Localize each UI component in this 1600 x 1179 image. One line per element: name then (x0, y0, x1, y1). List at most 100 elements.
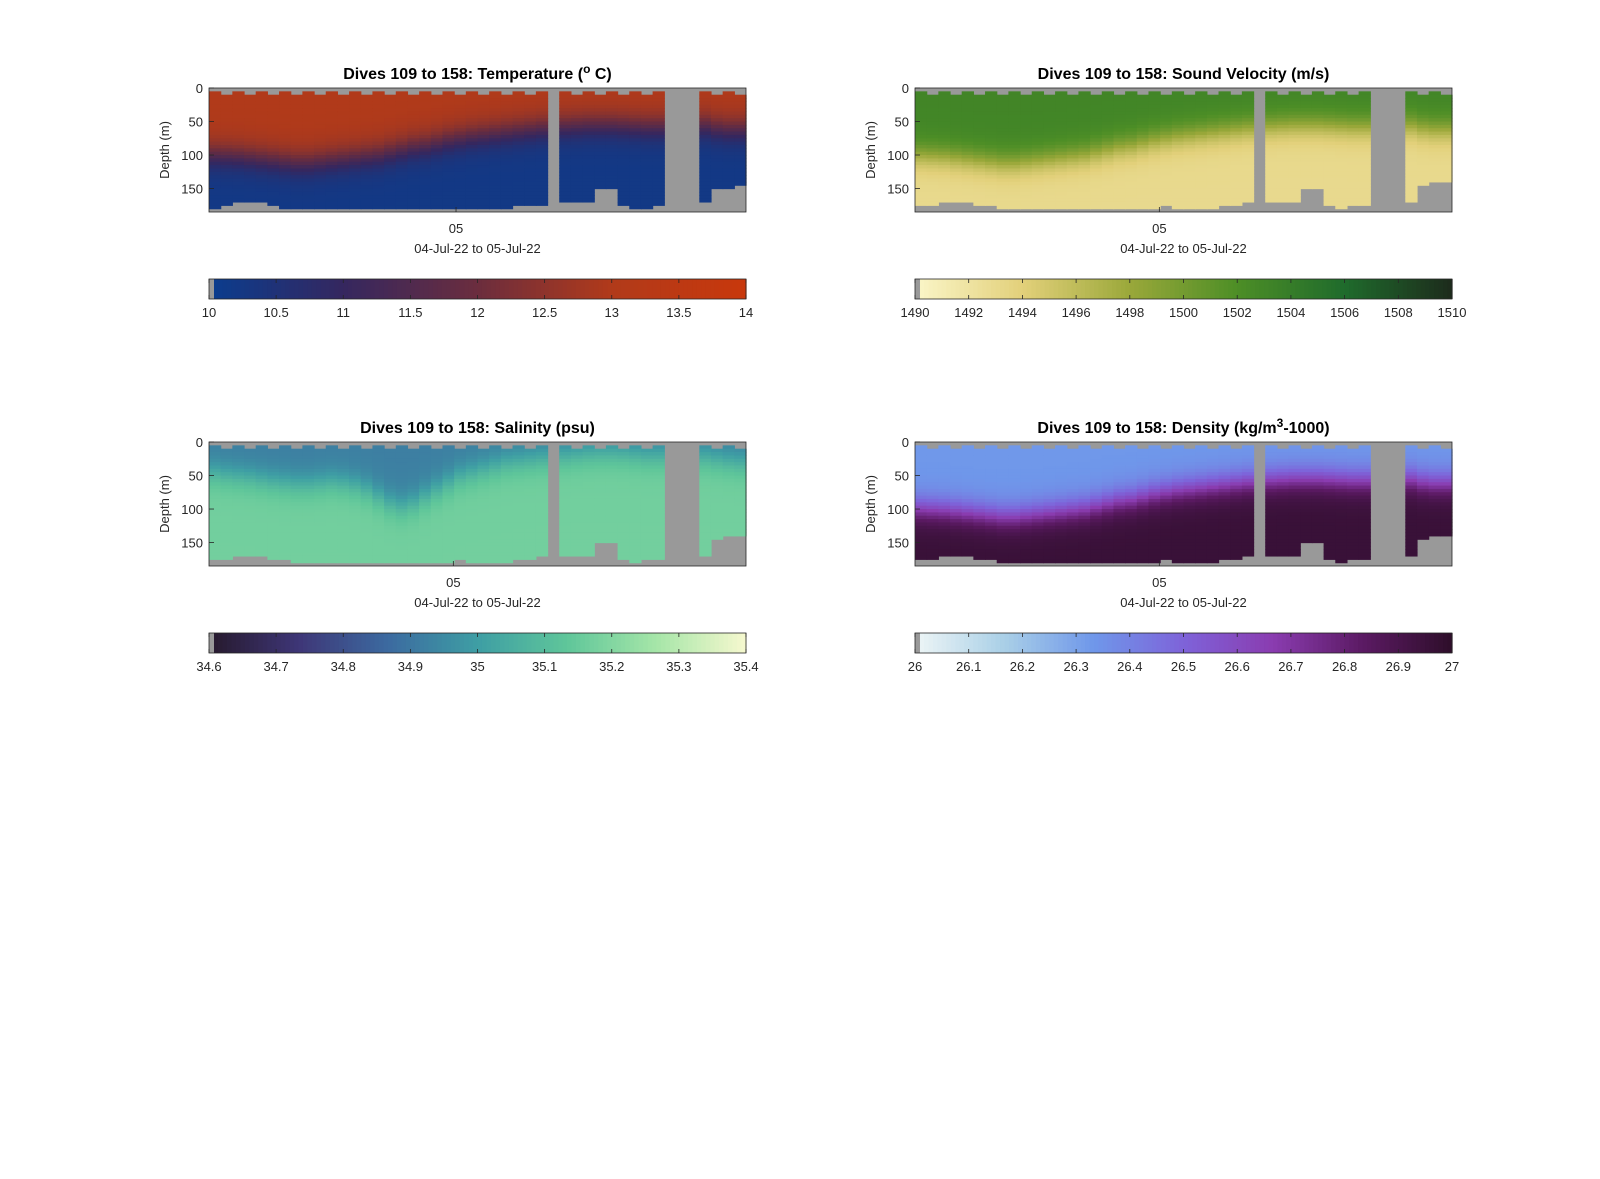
heatmap-cell (372, 468, 385, 473)
heatmap-cell (710, 492, 724, 497)
heatmap-cell (734, 101, 747, 106)
colorbar-segment (289, 279, 295, 299)
heatmap-cell (1346, 198, 1360, 203)
heatmap-cell (314, 505, 327, 510)
heatmap-cell (372, 525, 385, 530)
heatmap-cell (1300, 144, 1313, 149)
heatmap-cell (442, 495, 455, 500)
heatmap-cell (232, 455, 245, 460)
colorbar-segment (977, 279, 983, 299)
heatmap-cell (372, 472, 385, 477)
heatmap-cell (290, 452, 303, 456)
heatmap-cell (535, 141, 549, 146)
heatmap-cell (325, 91, 339, 96)
heatmap-cell (1218, 165, 1231, 170)
heatmap-cell (349, 482, 362, 487)
heatmap-cell (465, 488, 479, 493)
heatmap-cell (524, 539, 537, 544)
heatmap-cell (372, 529, 385, 534)
heatmap-cell (699, 98, 712, 102)
heatmap-cell (489, 515, 502, 520)
heatmap-cell (384, 131, 397, 136)
heatmap-cell (395, 485, 409, 490)
heatmap-cell (1241, 94, 1255, 99)
heatmap-cell (582, 108, 595, 113)
heatmap-cell (926, 171, 939, 176)
heatmap-cell (244, 161, 257, 166)
heatmap-cell (996, 201, 1009, 206)
heatmap-cell (279, 161, 292, 166)
heatmap-cell (1206, 198, 1220, 203)
heatmap-cell (1300, 155, 1313, 159)
heatmap-cell (500, 121, 514, 126)
heatmap-cell (360, 108, 374, 113)
heatmap-cell (1311, 124, 1325, 129)
heatmap-cell (512, 185, 525, 190)
heatmap-cell (938, 131, 951, 136)
heatmap-cell (524, 178, 537, 183)
heatmap-cell (524, 485, 537, 490)
heatmap-cell (1195, 104, 1208, 109)
heatmap-cell (535, 452, 549, 456)
heatmap-cell (314, 144, 327, 149)
heatmap-cell (220, 468, 233, 473)
heatmap-cell (524, 458, 537, 463)
heatmap-cell (267, 175, 280, 180)
heatmap-cell (1416, 161, 1430, 166)
heatmap-cell (1335, 188, 1348, 193)
heatmap-cell (255, 465, 268, 470)
heatmap-cell (1008, 482, 1021, 487)
heatmap-cell (465, 158, 479, 163)
heatmap-cell (244, 475, 257, 480)
heatmap-cell (1206, 191, 1220, 196)
heatmap-cell (477, 488, 490, 493)
heatmap-cell (1066, 205, 1080, 210)
heatmap-cell (1230, 94, 1243, 99)
heatmap-cell (605, 535, 619, 540)
heatmap-cell (1265, 131, 1278, 136)
colorbar-segment (941, 279, 947, 299)
colorbar-segment (1165, 279, 1171, 299)
heatmap-cell (1078, 205, 1091, 210)
colorbar-segment (571, 279, 577, 299)
heatmap-cell (302, 549, 315, 554)
heatmap-cell (500, 205, 514, 210)
heatmap-cell (559, 175, 572, 180)
heatmap-cell (454, 502, 467, 507)
heatmap-cell (1416, 171, 1430, 176)
heatmap-cell (255, 452, 268, 456)
heatmap-cell (395, 195, 409, 200)
heatmap-cell (290, 505, 303, 510)
heatmap-cell (961, 505, 974, 510)
heatmap-cell (1346, 188, 1360, 193)
heatmap-cell (710, 165, 724, 170)
heatmap-cell (302, 191, 315, 196)
heatmap-cell (267, 178, 280, 183)
heatmap-cell (419, 104, 432, 109)
heatmap-cell (915, 525, 928, 530)
heatmap-cell (337, 168, 350, 173)
heatmap-cell (938, 542, 951, 547)
heatmap-cell (559, 485, 572, 490)
heatmap-cell (570, 515, 584, 520)
heatmap-cell (1078, 165, 1091, 170)
heatmap-cell (500, 171, 514, 176)
heatmap-cell (1078, 131, 1091, 136)
heatmap-cell (535, 448, 549, 453)
heatmap-cell (209, 482, 222, 487)
heatmap-cell (302, 158, 315, 163)
heatmap-cell (1276, 128, 1290, 133)
heatmap-cell (652, 165, 665, 170)
heatmap-cell (302, 512, 315, 517)
colorbar-segment (567, 633, 573, 653)
heatmap-cell (734, 452, 747, 456)
heatmap-cell (950, 549, 963, 554)
heatmap-cell (489, 485, 502, 490)
heatmap-cell (454, 498, 467, 503)
heatmap-cell (337, 131, 350, 136)
heatmap-cell (384, 128, 397, 133)
heatmap-cell (1346, 195, 1360, 200)
heatmap-cell (232, 111, 245, 116)
heatmap-cell (255, 539, 268, 544)
heatmap-cell (430, 101, 444, 106)
